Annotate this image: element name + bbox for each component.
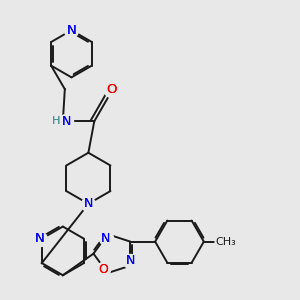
Text: O: O [98,262,108,276]
Text: CH₃: CH₃ [215,237,236,247]
Text: N: N [67,24,76,37]
Text: N: N [61,115,71,128]
Text: O: O [106,83,116,96]
Text: N: N [126,254,135,267]
Text: O: O [106,83,116,96]
Text: N: N [101,232,110,245]
Text: N: N [35,232,45,245]
Text: N: N [35,232,45,245]
Text: N: N [126,254,135,267]
Text: H: H [52,116,60,126]
Text: N: N [101,232,110,245]
Text: O: O [98,262,108,276]
Text: H: H [52,116,60,126]
Text: N: N [84,197,93,210]
Text: N: N [61,115,71,128]
Text: N: N [67,24,76,37]
Text: N: N [84,197,93,210]
